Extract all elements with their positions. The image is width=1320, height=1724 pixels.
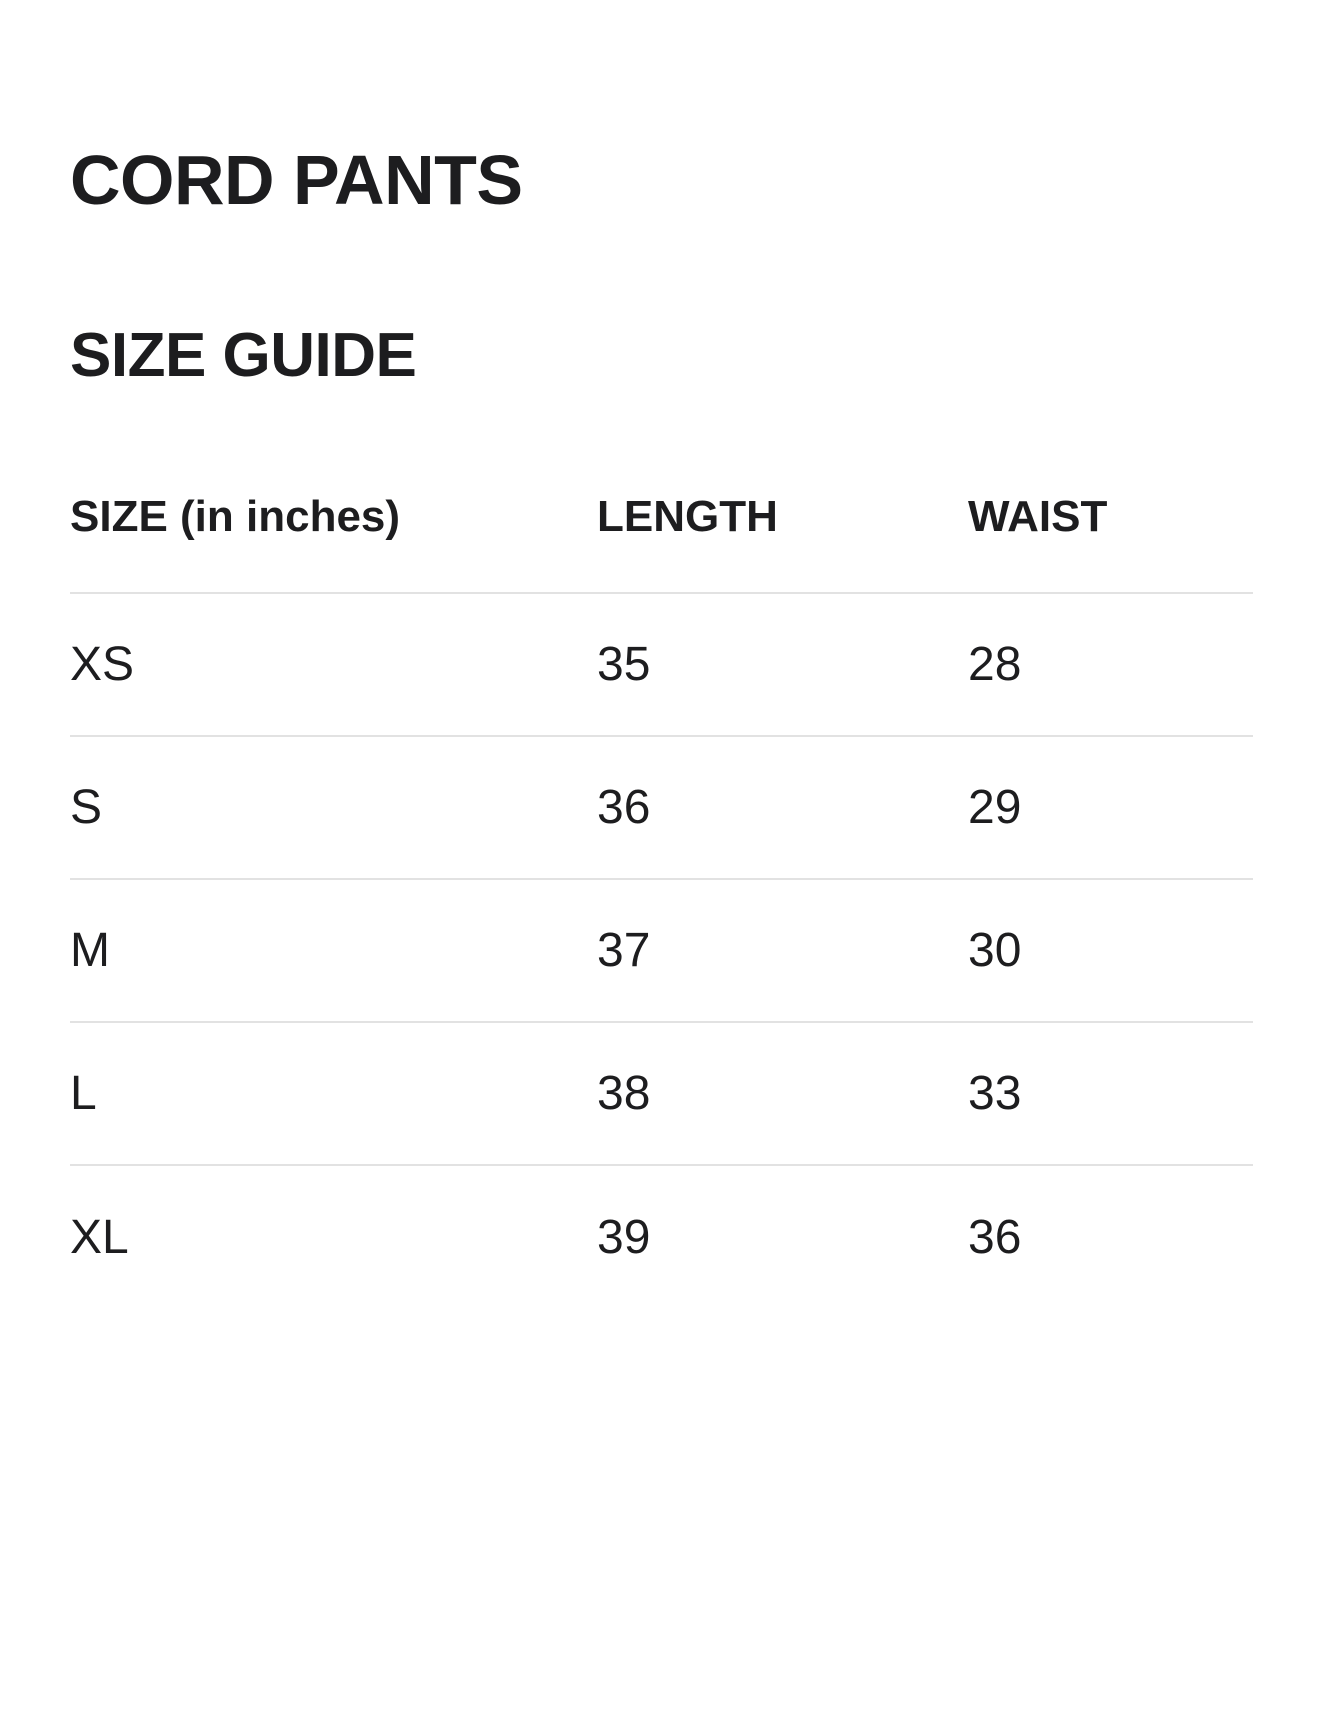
column-header-waist: WAIST [968,495,1253,594]
size-cell: XS [70,593,598,737]
size-cell: S [70,736,598,880]
size-guide-table: SIZE (in inches) LENGTH WAIST XS 35 28 S… [70,495,1253,1308]
length-cell: 38 [597,1022,968,1166]
table-row: XL 39 36 [70,1165,1253,1308]
length-cell: 36 [597,736,968,880]
table-header-row: SIZE (in inches) LENGTH WAIST [70,495,1253,594]
waist-cell: 30 [968,879,1253,1023]
table-row: S 36 29 [70,736,1253,880]
size-guide-page: CORD PANTS SIZE GUIDE SIZE (in inches) L… [0,145,1320,1308]
table-row: M 37 30 [70,879,1253,1023]
table-body: XS 35 28 S 36 29 M 37 30 L 38 33 XL 39 [70,593,1253,1308]
waist-cell: 33 [968,1022,1253,1166]
length-cell: 37 [597,879,968,1023]
size-cell: XL [70,1210,129,1264]
column-header-length: LENGTH [597,495,968,594]
size-cell: L [70,1022,598,1166]
table-row: L 38 33 [70,1022,1253,1166]
table-header: SIZE (in inches) LENGTH WAIST [70,495,1253,594]
length-cell: 35 [597,593,968,737]
size-guide-heading: SIZE GUIDE [70,321,417,390]
waist-cell: 28 [968,593,1253,737]
table-row: XS 35 28 [70,593,1253,737]
size-cell: M [70,879,598,1023]
waist-cell: 29 [968,736,1253,880]
waist-cell: 36 [968,1210,1022,1264]
column-header-size: SIZE (in inches) [70,495,598,594]
product-title: CORD PANTS [70,141,523,219]
length-cell: 39 [597,1210,651,1264]
